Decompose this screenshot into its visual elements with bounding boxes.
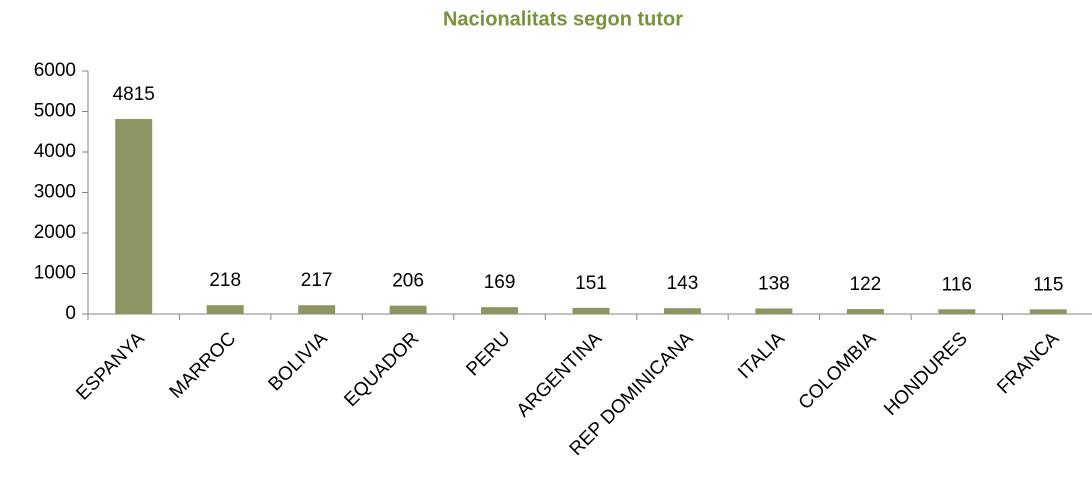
bar [389, 305, 427, 314]
data-label: 218 [209, 270, 241, 291]
bar [115, 118, 153, 315]
data-label: 151 [575, 273, 607, 294]
bar [206, 305, 244, 314]
x-tick-label: ARGENTINA [513, 328, 606, 421]
x-tick-label: ESPANYA [72, 328, 149, 405]
data-label: 122 [850, 274, 882, 295]
bar [298, 305, 336, 314]
bar [755, 308, 793, 314]
chart-title: Nacionalitats segon tutor [443, 8, 683, 30]
data-label: 115 [1033, 274, 1063, 295]
bar [663, 308, 701, 314]
data-label: 169 [484, 272, 516, 293]
bar [481, 307, 519, 314]
data-label: 4815 [113, 84, 155, 105]
data-label: 143 [667, 273, 699, 294]
y-tick-label: 4000 [34, 141, 76, 162]
y-tick-label: 6000 [34, 60, 76, 81]
bar [572, 307, 610, 314]
bar [938, 309, 976, 314]
y-tick-label: 5000 [34, 101, 76, 122]
x-tick-label: BOLIVIA [265, 328, 332, 395]
x-tick-label: COLOMBIA [795, 328, 881, 414]
data-label: 206 [392, 271, 424, 292]
x-tick-label: MARROC [166, 328, 241, 403]
y-tick-label: 2000 [34, 222, 76, 243]
y-tick-label: 3000 [34, 182, 76, 203]
x-tick-label: ITALIA [734, 328, 789, 383]
data-label: 217 [301, 270, 333, 291]
x-tick-label: FRANCA [993, 328, 1063, 398]
bar [846, 309, 884, 314]
data-label: 138 [758, 273, 790, 294]
bar [1029, 309, 1067, 314]
x-tick-label: EQUADOR [340, 328, 423, 411]
x-tick-label: PERU [462, 328, 514, 380]
y-tick-label: 1000 [34, 263, 76, 284]
data-label: 116 [942, 274, 972, 295]
x-tick-label: HONDURES [880, 328, 972, 420]
y-tick-label: 0 [65, 303, 76, 324]
